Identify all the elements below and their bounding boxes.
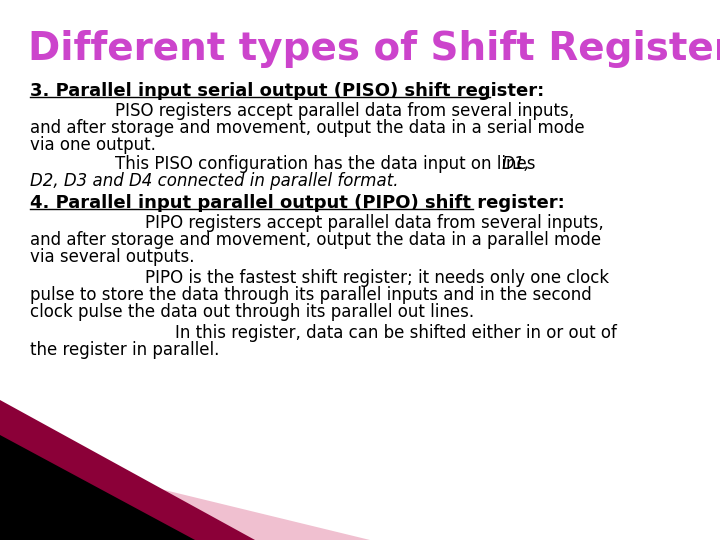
Polygon shape — [0, 435, 195, 540]
Text: D2, D3 and D4 connected in parallel format.: D2, D3 and D4 connected in parallel form… — [30, 172, 398, 190]
Text: the register in parallel.: the register in parallel. — [30, 341, 220, 359]
Text: In this register, data can be shifted either in or out of: In this register, data can be shifted ei… — [175, 324, 617, 342]
Polygon shape — [0, 450, 370, 540]
Text: via one output.: via one output. — [30, 136, 156, 154]
Text: 4. Parallel input parallel output (PIPO) shift register:: 4. Parallel input parallel output (PIPO)… — [30, 194, 564, 212]
Polygon shape — [0, 400, 255, 540]
Text: clock pulse the data out through its parallel out lines.: clock pulse the data out through its par… — [30, 303, 474, 321]
Text: PIPO is the fastest shift register; it needs only one clock: PIPO is the fastest shift register; it n… — [145, 269, 609, 287]
Text: 3. Parallel input serial output (PISO) shift register:: 3. Parallel input serial output (PISO) s… — [30, 82, 544, 100]
Text: PIPO registers accept parallel data from several inputs,: PIPO registers accept parallel data from… — [145, 214, 604, 232]
Text: and after storage and movement, output the data in a serial mode: and after storage and movement, output t… — [30, 119, 585, 137]
Text: Different types of Shift Register:: Different types of Shift Register: — [28, 30, 720, 68]
Text: and after storage and movement, output the data in a parallel mode: and after storage and movement, output t… — [30, 231, 601, 249]
Text: This PISO configuration has the data input on lines: This PISO configuration has the data inp… — [115, 155, 541, 173]
Text: PISO registers accept parallel data from several inputs,: PISO registers accept parallel data from… — [115, 102, 574, 120]
Text: pulse to store the data through its parallel inputs and in the second: pulse to store the data through its para… — [30, 286, 592, 304]
Text: D1,: D1, — [502, 155, 531, 173]
Text: via several outputs.: via several outputs. — [30, 248, 194, 266]
